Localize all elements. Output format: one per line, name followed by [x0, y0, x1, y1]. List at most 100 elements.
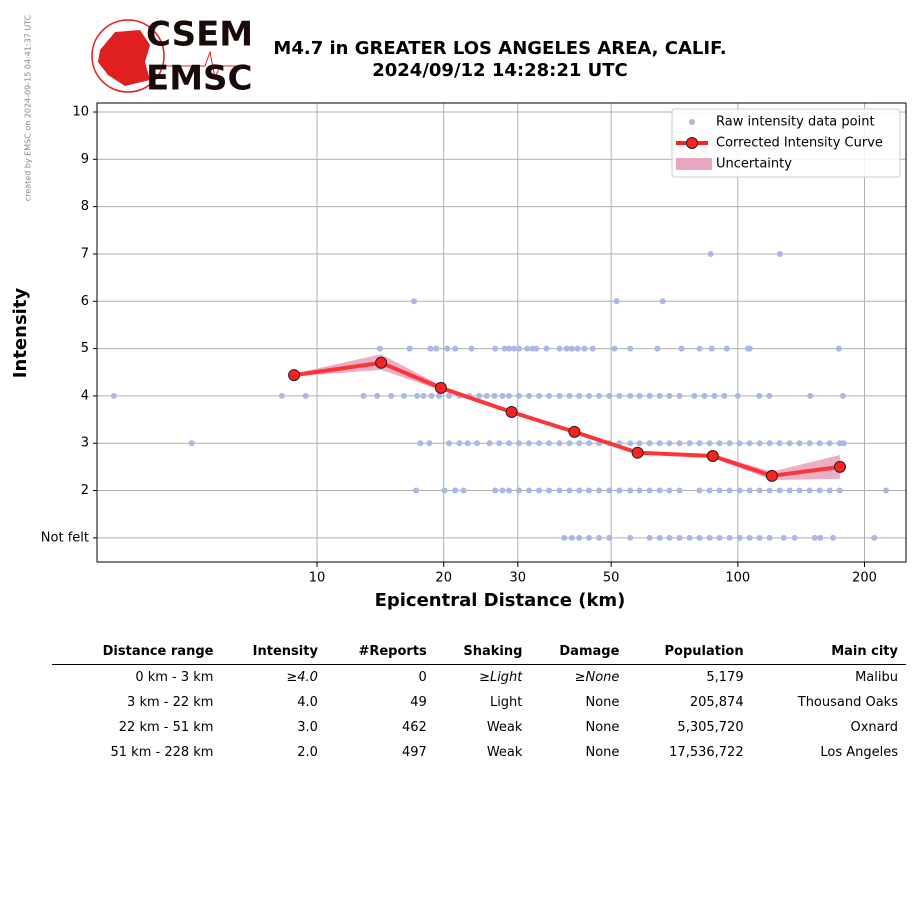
data-point [636, 487, 643, 494]
table-cell: None [585, 695, 620, 710]
data-point [596, 392, 603, 399]
data-point [780, 534, 787, 541]
data-point [401, 392, 408, 399]
summary-table: Distance range Intensity #Reports Shaking Da… [52, 640, 906, 765]
data-point [656, 487, 663, 494]
data-point [406, 345, 413, 352]
column-header: Damage [530, 640, 628, 665]
data-point [840, 440, 847, 447]
data-point [776, 440, 783, 447]
legend-label: Raw intensity data point [716, 115, 875, 130]
y-tick-label: 9 [81, 152, 89, 167]
data-point [836, 487, 843, 494]
data-point [746, 440, 753, 447]
data-point [499, 487, 506, 494]
data-point [627, 345, 634, 352]
data-point [656, 392, 663, 399]
data-point [736, 440, 743, 447]
data-point [526, 392, 533, 399]
data-point [606, 487, 613, 494]
x-axis-label: Epicentral Distance (km) [375, 590, 626, 611]
table-cell: 2.0 [297, 745, 318, 760]
data-point [546, 487, 553, 494]
table-cell: 17,536,722 [669, 745, 744, 760]
data-point [574, 345, 581, 352]
data-point [546, 392, 553, 399]
data-point [776, 487, 783, 494]
table-cell: Oxnard [850, 720, 899, 735]
data-point [721, 392, 728, 399]
data-point [536, 440, 543, 447]
data-point [589, 345, 596, 352]
data-point [701, 392, 708, 399]
data-point [516, 487, 523, 494]
logo-text: CSEM [146, 15, 253, 55]
data-point [576, 392, 583, 399]
data-point [566, 392, 573, 399]
data-point [586, 534, 593, 541]
table-cell: 462 [401, 720, 427, 735]
data-point [766, 487, 773, 494]
data-point [791, 534, 798, 541]
data-point [627, 534, 634, 541]
column-header: Distance range [52, 640, 222, 665]
data-point [556, 392, 563, 399]
data-point [646, 534, 653, 541]
data-point [776, 250, 783, 257]
logo: CSEM EMSC [91, 15, 253, 99]
data-point [586, 392, 593, 399]
x-tick-label: 100 [725, 571, 750, 586]
data-point [746, 487, 753, 494]
y-tick-label: Not felt [41, 530, 89, 545]
table-cell: Weak [486, 720, 523, 735]
y-tick-label: 4 [81, 388, 89, 403]
x-tick-label: 10 [309, 571, 326, 586]
column-header: Population [627, 640, 752, 665]
data-point [516, 345, 523, 352]
data-point [420, 392, 427, 399]
data-point [468, 345, 475, 352]
data-point [676, 392, 683, 399]
data-point [452, 487, 459, 494]
data-point [410, 298, 417, 305]
data-point [486, 440, 493, 447]
credit: created by EMSC on 2024-09-15 04:41:37 U… [24, 14, 33, 201]
data-point [556, 440, 563, 447]
data-point [806, 440, 813, 447]
data-point [786, 487, 793, 494]
data-point [563, 345, 570, 352]
data-point [646, 392, 653, 399]
data-point [388, 392, 395, 399]
chart-subtitle: 2024/09/12 14:28:21 UTC [372, 60, 628, 81]
data-point [568, 534, 575, 541]
data-point [816, 487, 823, 494]
data-point [360, 392, 367, 399]
data-point [766, 440, 773, 447]
data-point [452, 345, 459, 352]
legend-swatch [686, 137, 698, 149]
column-header: Main city [751, 640, 906, 665]
data-point [871, 534, 878, 541]
data-point [524, 345, 531, 352]
curve-point [288, 369, 301, 382]
data-point [414, 392, 421, 399]
data-point [678, 345, 685, 352]
table-cell: None [585, 720, 620, 735]
data-point [501, 345, 508, 352]
data-point [576, 440, 583, 447]
data-point [646, 440, 653, 447]
data-point [716, 534, 723, 541]
data-point [428, 392, 435, 399]
data-point [546, 440, 553, 447]
data-point [627, 487, 634, 494]
data-point [666, 440, 673, 447]
data-point [696, 534, 703, 541]
x-tick-label: 200 [852, 571, 877, 586]
y-tick-label: 6 [81, 294, 89, 309]
data-point [686, 534, 693, 541]
table-cell: ≥Light [479, 670, 523, 685]
data-point [811, 534, 818, 541]
table-cell: 4.0 [297, 695, 318, 710]
data-point [796, 440, 803, 447]
table-row: 3 km - 22 km 4.0 49 Light None 205,874 Thousan… [52, 690, 906, 715]
